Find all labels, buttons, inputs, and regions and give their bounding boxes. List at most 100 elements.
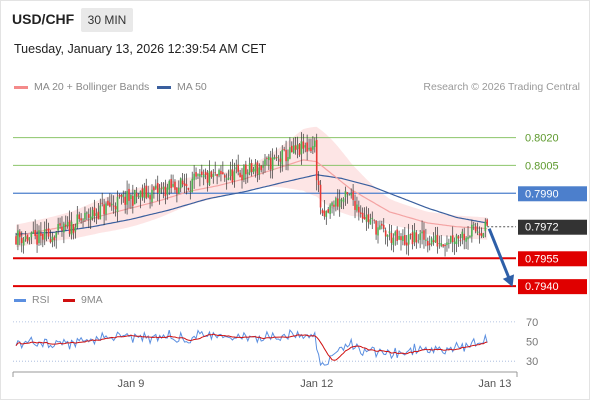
- candle-body: [384, 230, 387, 237]
- candle-body: [160, 187, 163, 189]
- candle-body: [269, 157, 272, 170]
- candle-body: [486, 219, 488, 226]
- candle-body: [105, 203, 107, 215]
- candle-body: [302, 141, 305, 149]
- candle-body: [306, 142, 308, 152]
- candle-body: [405, 242, 408, 246]
- candle-body: [482, 233, 485, 238]
- candle-body: [388, 231, 391, 234]
- forecast-arrow-shaft: [487, 228, 513, 284]
- candle-body: [49, 239, 52, 243]
- candle-body: [156, 182, 159, 193]
- candle-body: [139, 190, 142, 199]
- candles-group: [15, 132, 488, 257]
- candle-body: [220, 170, 222, 175]
- currency-pair-title: USD/CHF: [12, 11, 75, 27]
- candle-body: [444, 244, 446, 247]
- candle-body: [248, 163, 251, 173]
- candle-body: [235, 167, 238, 170]
- candle-body: [141, 188, 144, 197]
- candle-body: [300, 141, 303, 155]
- candle-body: [93, 207, 96, 216]
- candle-body: [74, 227, 77, 232]
- candle-body: [348, 194, 351, 196]
- candle-body: [246, 172, 249, 175]
- candle-body: [430, 238, 433, 245]
- candle-body: [181, 180, 184, 185]
- candle-body: [453, 241, 456, 244]
- candle-body: [436, 234, 439, 247]
- candle-body: [172, 184, 174, 187]
- candle-body: [467, 237, 469, 240]
- candle-body: [189, 191, 192, 192]
- candle-body: [396, 229, 398, 241]
- candle-body: [377, 227, 379, 236]
- candle-body: [438, 243, 441, 244]
- candle-body: [114, 206, 117, 210]
- candle-body: [245, 164, 247, 175]
- x-tick-label-jan-9: Jan 9: [117, 378, 144, 390]
- copyright-text: Research © 2026 Trading Central: [423, 81, 580, 93]
- candle-body: [427, 240, 429, 246]
- candle-body: [379, 225, 381, 230]
- candle-body: [176, 187, 178, 194]
- candle-body: [199, 174, 201, 177]
- candle-body: [202, 174, 205, 178]
- candle-body: [381, 223, 383, 226]
- candle-body: [335, 198, 337, 207]
- candle-body: [310, 147, 312, 152]
- candle-body: [42, 233, 44, 240]
- candle-body: [20, 237, 23, 244]
- candle-body: [237, 164, 239, 172]
- level-label-0.7972: 0.7972: [525, 222, 559, 234]
- candle-body: [472, 224, 475, 226]
- candle-body: [394, 231, 397, 236]
- candle-body: [149, 195, 151, 200]
- candle-body: [97, 211, 100, 220]
- candle-body: [256, 162, 259, 174]
- candle-body: [308, 147, 310, 150]
- legend-9ma: 9MA: [63, 294, 103, 306]
- candle-body: [87, 214, 90, 218]
- candle-body: [51, 236, 54, 243]
- rsi-ma-line: [15, 333, 488, 361]
- candle-body: [365, 214, 368, 222]
- candle-body: [375, 220, 377, 235]
- candle-body: [369, 219, 372, 225]
- candle-body: [386, 234, 389, 237]
- candle-body: [404, 235, 406, 245]
- candle-body: [415, 232, 418, 243]
- candle-body: [283, 149, 285, 150]
- candle-body: [432, 240, 435, 243]
- level-label-0.7955: 0.7955: [525, 253, 559, 265]
- candle-body: [218, 170, 220, 176]
- candle-body: [222, 172, 224, 175]
- candle-body: [22, 239, 25, 246]
- candle-body: [296, 144, 299, 150]
- candle-body: [86, 212, 88, 214]
- candle-body: [291, 145, 293, 153]
- candle-body: [101, 202, 103, 204]
- candle-body: [187, 187, 190, 190]
- candle-body: [66, 221, 69, 227]
- candle-body: [407, 234, 410, 245]
- candle-body: [448, 243, 450, 244]
- candle-body: [193, 173, 195, 181]
- candle-body: [287, 157, 289, 162]
- rsi-tick-label-70: 70: [526, 317, 538, 329]
- candle-body: [28, 237, 31, 241]
- candle-body: [474, 226, 477, 232]
- candle-body: [185, 184, 188, 187]
- candle-body: [179, 178, 182, 189]
- timeframe-button[interactable]: 30 MIN: [81, 8, 133, 32]
- candle-body: [413, 230, 416, 243]
- candle-body: [212, 173, 215, 177]
- candle-body: [112, 205, 115, 207]
- candle-body: [170, 179, 172, 189]
- candle-body: [155, 185, 157, 189]
- candle-body: [292, 145, 295, 154]
- candle-body: [80, 218, 82, 221]
- candle-body: [143, 188, 146, 199]
- candle-body: [61, 226, 63, 231]
